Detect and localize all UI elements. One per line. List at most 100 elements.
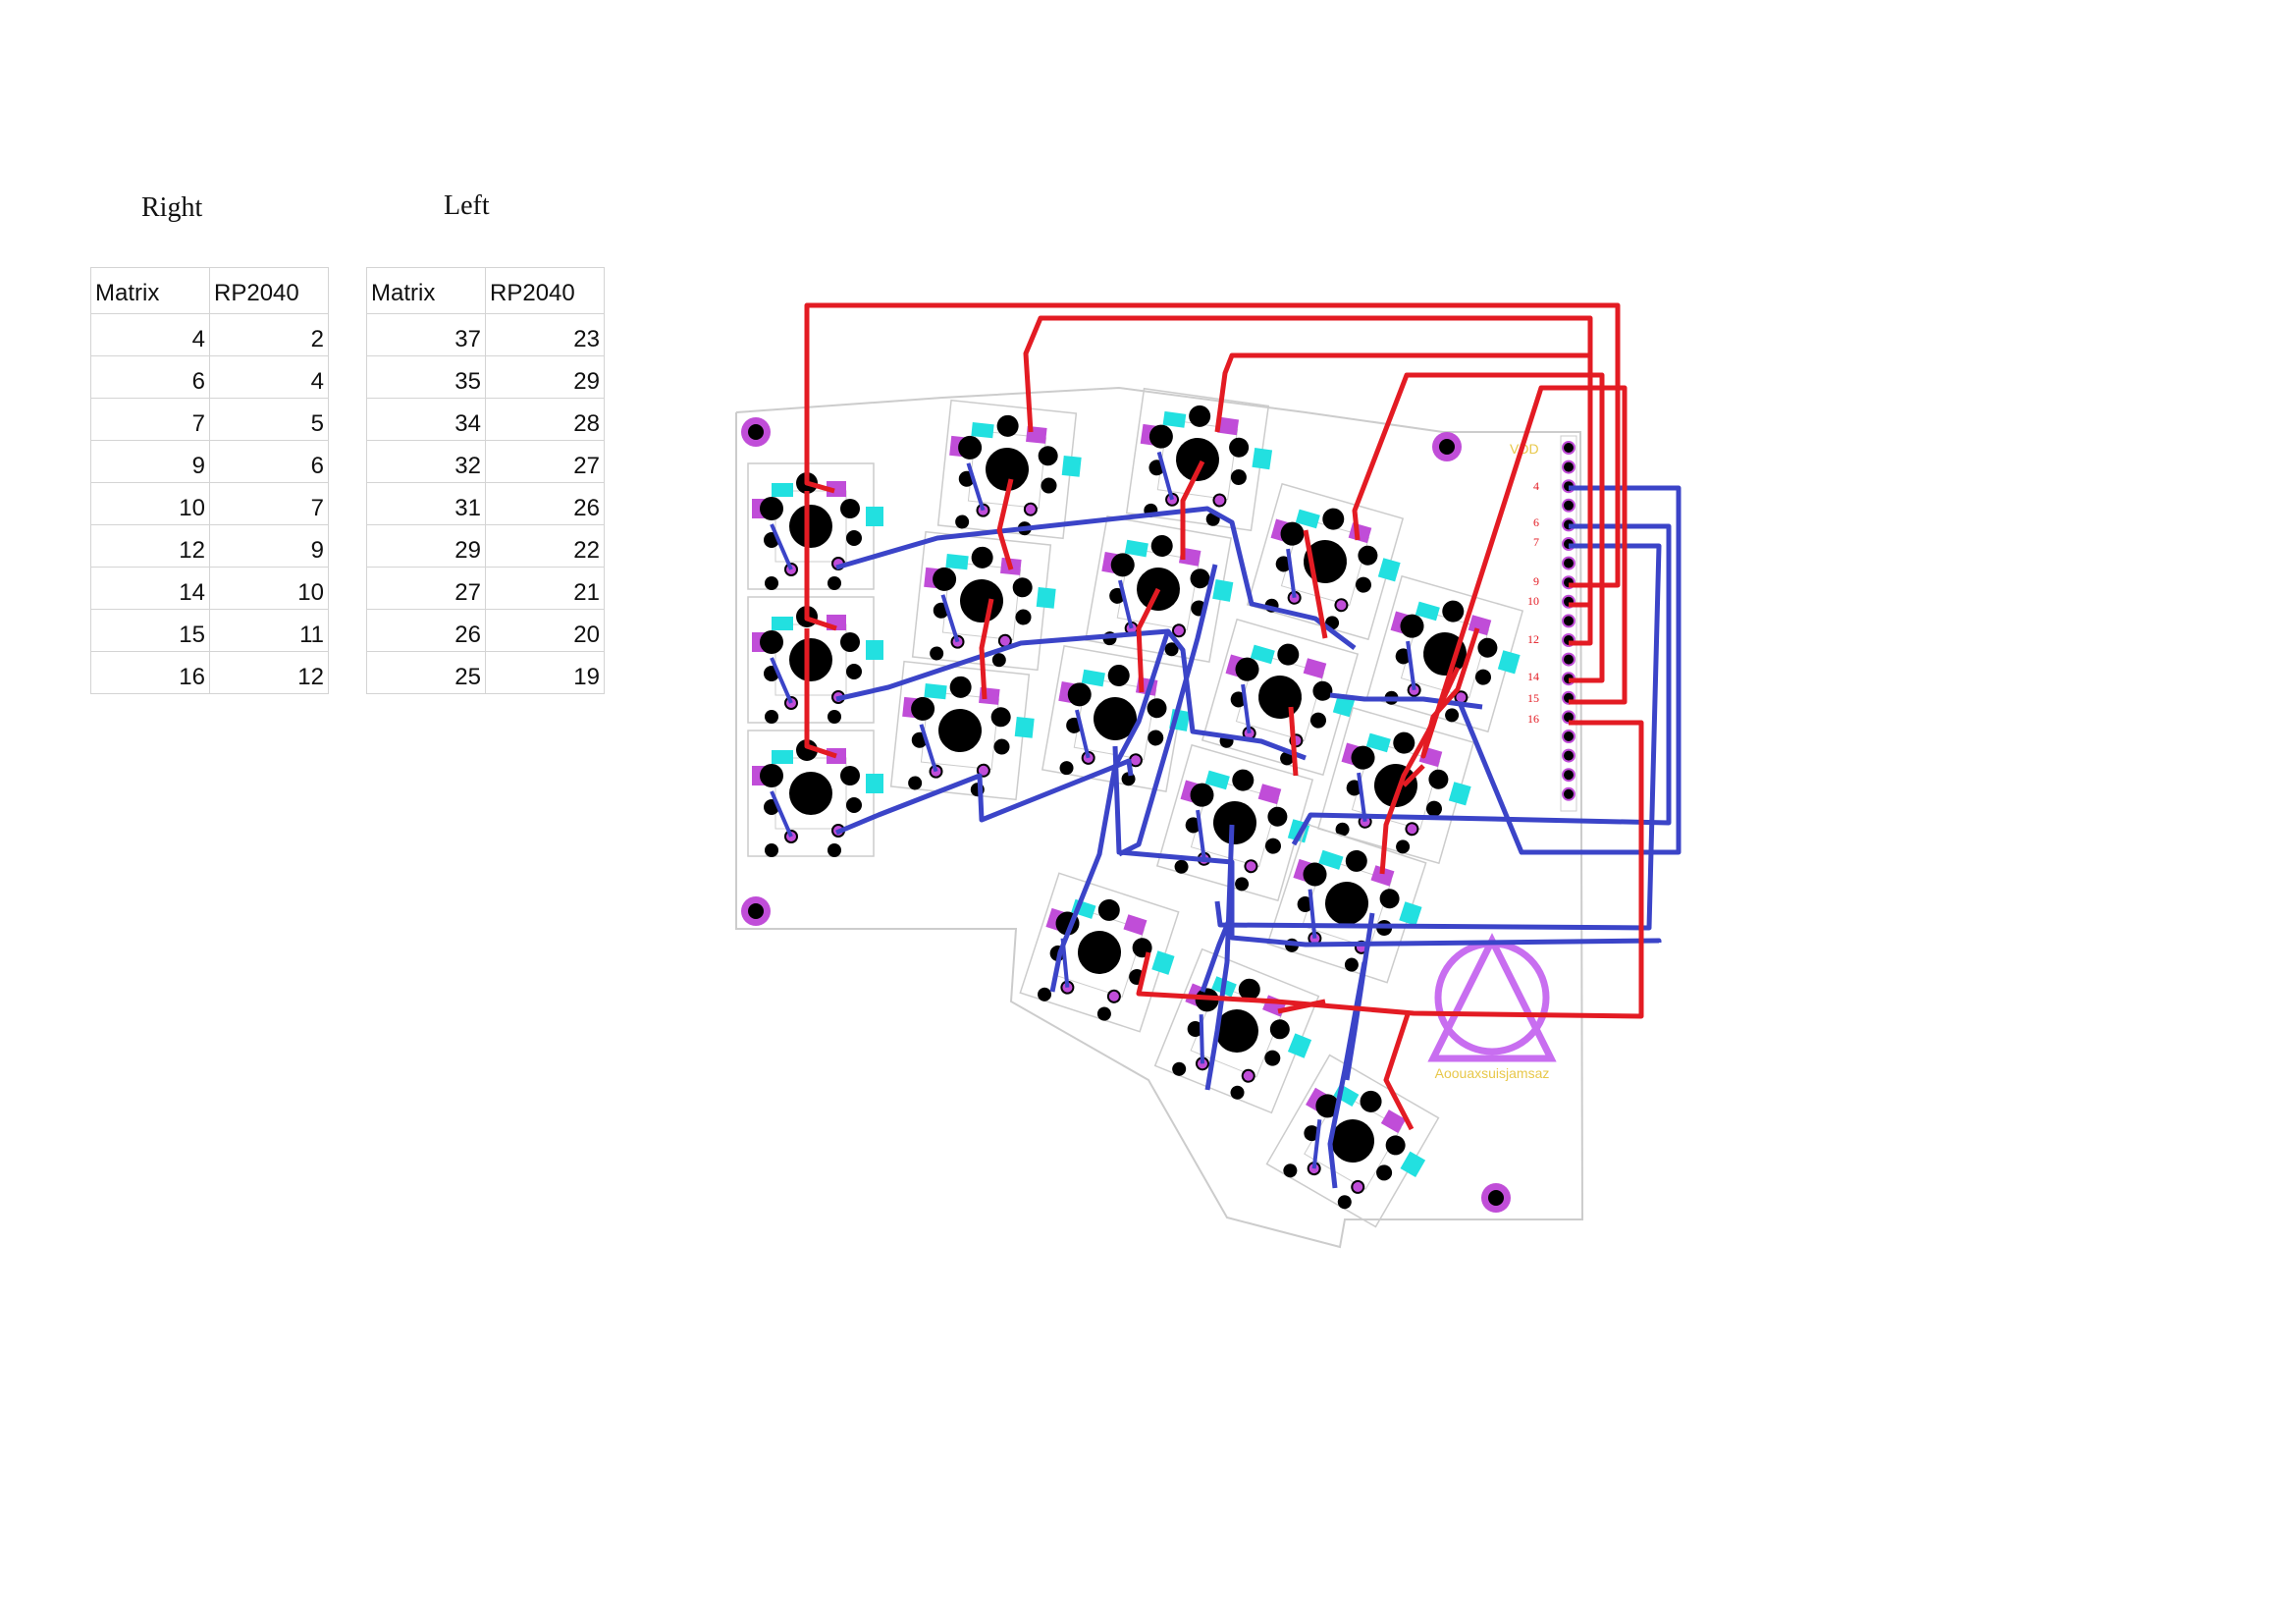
pin-label: 16 <box>1527 712 1539 726</box>
column-wire <box>1458 485 1682 855</box>
header-pin <box>1562 768 1575 783</box>
rp2040-cell: 12 <box>209 651 329 694</box>
pin-hole <box>1067 682 1092 707</box>
cyan-pad <box>1151 950 1175 975</box>
matrix-cell: 27 <box>366 567 486 610</box>
cyan-pad <box>1204 770 1230 790</box>
via <box>1023 502 1038 516</box>
diode-pad <box>765 576 778 590</box>
rp2040-cell: 26 <box>485 482 605 525</box>
pin-hole <box>990 707 1011 728</box>
diode-trace <box>1406 640 1416 691</box>
header-pin <box>1562 498 1575 513</box>
diode-pad <box>1059 761 1074 776</box>
column-wire <box>835 758 1134 836</box>
rp2040-cell: 28 <box>485 398 605 441</box>
pin-label: 4 <box>1533 479 1539 493</box>
switch-footprint <box>1246 482 1405 641</box>
row-wire <box>1277 999 1326 1014</box>
header-pin <box>1562 460 1575 474</box>
diode-trace <box>1286 548 1297 599</box>
matrix-header: Matrix <box>90 267 210 314</box>
cyan-pad <box>1448 782 1471 806</box>
header-pin <box>1562 786 1575 801</box>
pin-hole <box>1190 783 1214 807</box>
center-hole <box>1258 676 1302 719</box>
rp2040-cell: 22 <box>485 524 605 568</box>
pin-hole <box>1400 614 1424 638</box>
pin-hole <box>1148 730 1164 746</box>
via <box>1171 623 1186 638</box>
pin-hole <box>1474 669 1491 685</box>
pin-hole <box>1358 545 1378 566</box>
switch-footprint <box>1266 823 1427 984</box>
pin-hole <box>1297 895 1313 912</box>
matrix-cell: 16 <box>90 651 210 694</box>
row-wire <box>996 478 1014 570</box>
pin-hole <box>1315 1094 1340 1118</box>
rp2040-header: RP2040 <box>485 267 605 314</box>
table-row: 27 21 <box>366 567 605 610</box>
pin-hole <box>1267 806 1288 827</box>
via <box>1081 750 1095 765</box>
row-wire <box>804 628 837 759</box>
header-outline <box>1560 435 1577 812</box>
cyan-pad <box>1295 509 1320 529</box>
via <box>1407 682 1421 697</box>
diode-trace <box>966 462 986 512</box>
diode-pad <box>1396 839 1411 854</box>
row-wire <box>1352 372 1605 683</box>
row-wire <box>1379 666 1461 875</box>
diode-trace <box>1156 451 1174 501</box>
center-hole <box>1331 1119 1374 1163</box>
smd-pad <box>1257 784 1282 805</box>
diode-pad <box>765 710 778 724</box>
right-table-title: Right <box>141 192 203 223</box>
diode-trace <box>940 594 960 643</box>
logo-text: Aoouaxsuisjamsaz <box>1435 1065 1550 1081</box>
pin-hole <box>846 664 862 679</box>
row-wires <box>804 302 1644 1131</box>
diode-trace <box>1118 579 1134 629</box>
via <box>1165 492 1180 507</box>
pin-hole <box>911 696 935 721</box>
diode-pad <box>1038 987 1052 1001</box>
pin-hole <box>1110 553 1135 577</box>
pin-hole <box>1312 680 1333 701</box>
pin-hole <box>996 414 1019 437</box>
center-hole <box>789 772 832 815</box>
left-table-title: Left <box>444 190 490 221</box>
pin-hole <box>760 764 783 787</box>
table-row: 34 28 <box>366 398 605 441</box>
pin-hole <box>1148 424 1173 449</box>
cyan-pad <box>1212 579 1234 602</box>
rp2040-header: RP2040 <box>209 267 329 314</box>
diode-trace <box>1196 809 1206 860</box>
rp2040-cell: 29 <box>485 355 605 399</box>
cyan-pad <box>1287 1033 1312 1058</box>
pin-hole <box>1230 469 1247 486</box>
cyan-pad <box>1081 669 1105 687</box>
pin-hole <box>1264 1050 1281 1066</box>
row-wire <box>1420 385 1628 759</box>
pin-hole <box>1360 1090 1382 1112</box>
column-wire <box>1329 692 1483 710</box>
center-hole <box>1325 882 1368 925</box>
diode-pad <box>908 776 923 790</box>
pin-hole <box>993 738 1010 755</box>
mounting-hole <box>748 903 764 919</box>
diode-trace <box>1241 683 1252 734</box>
board-edge <box>735 386 1584 1249</box>
pin-hole <box>1269 1019 1290 1040</box>
column-wire <box>1214 543 1662 931</box>
column-wire <box>1049 629 1171 993</box>
center-hole <box>1078 931 1121 974</box>
table-row: 15 11 <box>90 609 329 652</box>
cyan-pad <box>772 750 793 764</box>
cyan-pad <box>1162 410 1187 428</box>
row-wire <box>979 598 994 700</box>
pin-hole <box>1477 637 1498 658</box>
